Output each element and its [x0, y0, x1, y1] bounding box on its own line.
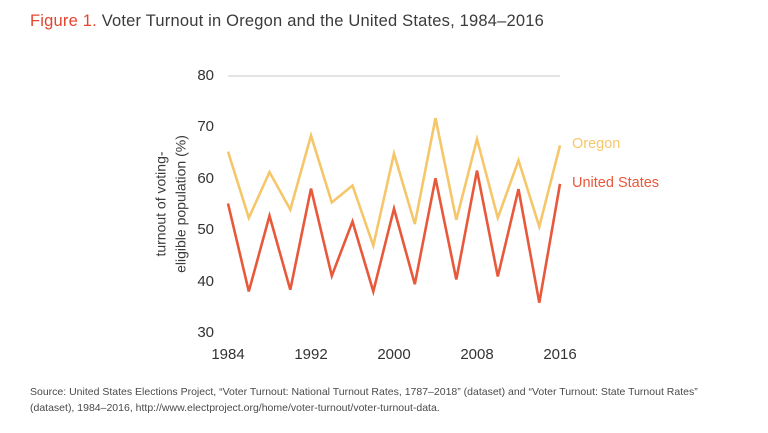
y-tick-30: 30	[197, 324, 214, 341]
oregon-line	[226, 117, 562, 251]
united-states-line	[226, 170, 562, 303]
source-note: Source: United States Elections Project,…	[30, 386, 698, 415]
figure-label: Figure 1.	[30, 12, 97, 30]
x-tick-2016: 2016	[543, 346, 577, 363]
x-tick-2000: 2000	[377, 346, 411, 363]
legend-oregon: Oregon	[572, 136, 621, 153]
y-tick-80: 80	[197, 67, 214, 84]
y-tick-50: 50	[197, 221, 214, 239]
figure-title-text: Voter Turnout in Oregon and the United S…	[96, 12, 545, 30]
legend-united-states: United States	[572, 174, 660, 191]
x-tick-1992: 1992	[294, 346, 328, 363]
y-tick-40: 40	[197, 272, 214, 290]
y-tick-70: 70	[197, 118, 214, 136]
x-tick-2008: 2008	[460, 346, 494, 363]
figure-title: Figure 1. Voter Turnout in Oregon and th…	[30, 12, 544, 31]
y-axis-label: turnout of voting- eligible population (…	[152, 135, 188, 273]
plot-area	[226, 75, 562, 303]
y-tick-60: 60	[197, 169, 214, 187]
x-tick-1984: 1984	[211, 346, 245, 363]
